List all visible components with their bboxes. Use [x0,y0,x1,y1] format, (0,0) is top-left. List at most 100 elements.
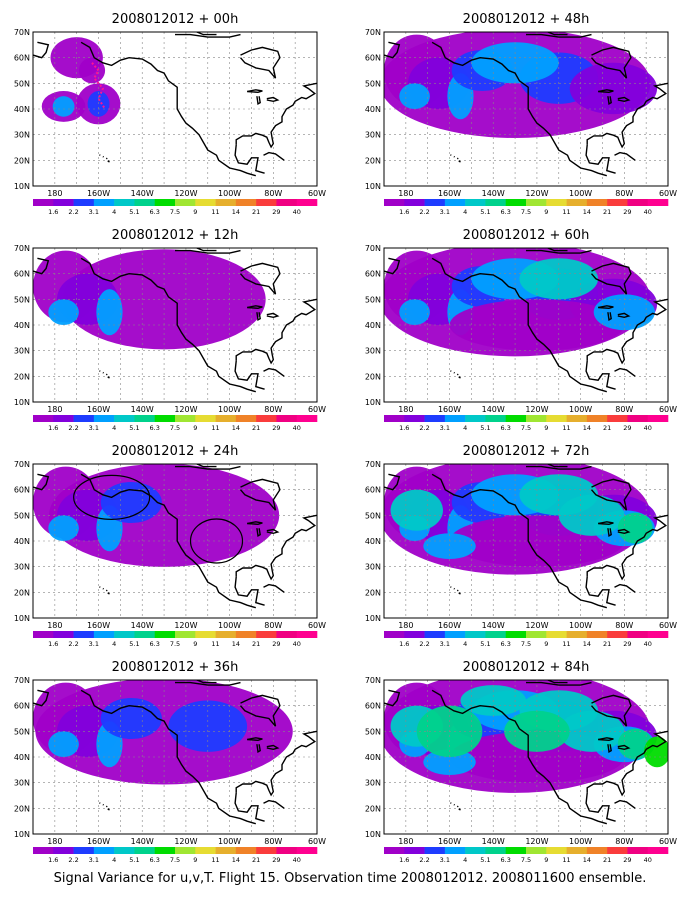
coastline [107,376,110,379]
colorbar-swatch [276,199,298,206]
lon-label: 160W [438,837,461,846]
lon-label: 120W [174,189,197,198]
colorbar-swatch [33,631,54,638]
coastline [266,528,280,535]
coastline [234,792,265,822]
colorbar-swatch [93,199,115,206]
colorbar-level: 21 [603,856,611,864]
colorbar-swatch [546,631,567,638]
variance-field [33,680,293,785]
verification-region [73,474,151,520]
lat-label: 70N [365,244,381,253]
variance-contour [48,515,79,542]
coastline [607,312,612,322]
lat-label: 60N [14,270,30,279]
colorbar-swatch [296,847,318,854]
variance-contour [399,83,430,109]
colorbar-swatch [134,631,156,638]
colorbar-swatch [154,631,176,638]
coastline [235,514,317,581]
colorbar-level: 3.1 [89,208,99,216]
colorbar-level: 7.5 [170,640,180,648]
coastline [196,464,217,468]
colorbar-swatch [215,199,237,206]
variance-contour [558,710,625,752]
coastline [246,521,263,526]
coastline [239,262,281,295]
colorbar: 1.6 2.2 3.1 4 5.1 6.3 7.5 9 11 14 21 29 40 [33,199,318,216]
map-frame [32,463,318,619]
colorbar-swatch [195,199,216,206]
coastline [384,689,401,707]
variance-contour [593,294,655,331]
coastline [585,144,616,174]
lon-label: 80W [264,621,282,630]
lat-label: 40N [365,753,381,762]
colorbar-swatch [73,847,95,854]
colorbar-swatch [235,847,257,854]
colorbar-level: 1.6 [48,640,58,648]
colorbar-level: 9 [544,856,548,864]
coastline [617,744,631,751]
lat-label: 40N [365,105,381,114]
coastline [196,680,217,684]
colorbar-swatch [154,415,176,422]
lat-label: 50N [14,727,30,736]
colorbar-swatch [647,847,669,854]
colorbar-level: 2.2 [68,640,78,648]
colorbar-swatch [114,199,135,206]
coastline [453,803,456,806]
lon-label: 60W [659,837,677,846]
coastline [431,41,607,177]
lon-label: 80W [615,405,633,414]
colorbar-swatch [53,631,74,638]
colorbar-swatch [607,199,628,206]
lon-label: 160W [438,405,461,414]
lon-label: 120W [174,405,197,414]
colorbar: 1.6 2.2 3.1 4 5.1 6.3 7.5 9 11 14 21 29 40 [384,199,669,216]
coastline [263,799,285,809]
lat-label: 30N [365,563,381,572]
coastline [33,473,50,491]
colorbar-swatch [256,631,277,638]
colorbar-swatch [384,415,405,422]
lon-label: 140W [482,405,505,414]
colorbar-swatch [235,199,257,206]
coastline [585,792,616,822]
coastline [526,681,592,686]
lon-label: 160W [87,837,110,846]
lat-label: 50N [365,511,381,520]
colorbar-level: 4 [463,640,467,648]
colorbar-swatch [485,415,507,422]
colorbar-swatch [404,631,425,638]
lat-label: 70N [365,676,381,685]
coastline [107,160,110,163]
colorbar-swatch [33,415,54,422]
colorbar-swatch [444,199,466,206]
colorbar-level: 4 [463,208,467,216]
coastline [107,808,110,811]
colorbar-level: 9 [193,208,197,216]
lat-label: 70N [365,460,381,469]
colorbar-swatch [586,847,608,854]
colorbar-level: 3.1 [89,856,99,864]
coastlines [384,32,668,177]
colorbar-swatch [154,847,176,854]
lat-label: 30N [14,563,30,572]
lat-label: 30N [365,347,381,356]
colorbar-level: 5.1 [129,208,139,216]
variance-contour [617,512,653,544]
coastline [590,46,632,79]
coastline [246,305,263,310]
lon-label: 100W [569,405,592,414]
lat-label: 20N [365,156,381,165]
lon-label: 140W [131,405,154,414]
lon-label: 180 [398,405,413,414]
colorbar-level: 6.3 [501,208,511,216]
colorbar-swatch [566,415,588,422]
variance-field [384,464,658,575]
colorbar-level: 2.2 [68,424,78,432]
colorbar-swatch [627,199,649,206]
colorbar-swatch [485,631,507,638]
